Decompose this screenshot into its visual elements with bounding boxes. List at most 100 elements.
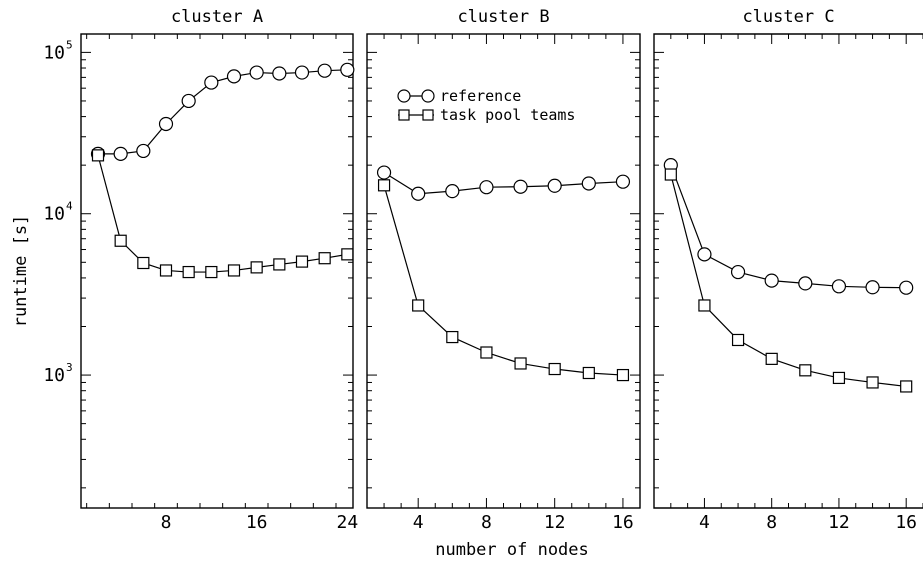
data-point xyxy=(664,168,677,181)
data-point xyxy=(799,364,812,377)
data-point xyxy=(294,65,310,80)
x-tick-label: 8 xyxy=(161,512,172,533)
data-point xyxy=(513,179,528,194)
data-point xyxy=(514,357,527,370)
data-point xyxy=(136,143,151,159)
data-point xyxy=(377,179,391,192)
data-point xyxy=(340,62,355,77)
y-axis-label: runtime [s] xyxy=(11,215,31,328)
data-point xyxy=(181,93,196,109)
data-point xyxy=(318,252,331,265)
y-tick-label-exponent: 4 xyxy=(66,200,73,213)
series-line xyxy=(97,155,348,273)
legend-marker xyxy=(398,109,410,121)
y-tick-label: 10 xyxy=(43,42,65,63)
data-point xyxy=(272,66,287,81)
data-point xyxy=(581,176,596,191)
series-task-pool-teams xyxy=(91,149,354,279)
panel-title: cluster B xyxy=(457,7,549,27)
x-tick-label: 4 xyxy=(413,512,424,533)
series-line xyxy=(98,69,348,155)
panel-title: cluster A xyxy=(171,7,263,27)
data-point xyxy=(698,299,711,312)
series-reference xyxy=(663,158,914,295)
data-point xyxy=(273,258,286,271)
data-point xyxy=(295,255,309,268)
data-point xyxy=(114,234,127,247)
y-tick-label: 10 xyxy=(43,204,65,225)
data-point xyxy=(412,299,425,312)
data-point xyxy=(250,261,263,274)
data-point xyxy=(341,248,354,261)
panel-title: cluster C xyxy=(742,7,834,27)
panel-3: cluster C 4 8 12 16 xyxy=(653,7,923,533)
data-point xyxy=(865,280,880,295)
data-point xyxy=(831,279,847,294)
series-reference xyxy=(90,62,355,161)
data-point xyxy=(899,280,914,295)
data-point xyxy=(226,69,242,84)
y-tick-label: 10 xyxy=(43,365,65,386)
data-point xyxy=(113,146,128,161)
data-point xyxy=(616,368,630,382)
data-point xyxy=(764,273,779,288)
data-point xyxy=(697,247,712,262)
data-point xyxy=(249,65,264,80)
x-tick-label: 24 xyxy=(336,512,358,533)
series-task-pool-teams xyxy=(664,168,913,393)
data-point xyxy=(137,256,150,270)
data-point xyxy=(182,265,195,279)
data-point xyxy=(158,116,174,132)
data-point xyxy=(204,75,219,90)
panel-1: cluster A10 310 410 58 16 24 xyxy=(43,7,358,533)
data-point xyxy=(765,352,778,365)
data-point xyxy=(227,264,241,277)
data-point xyxy=(582,366,595,380)
data-point xyxy=(731,333,745,347)
x-tick-label: 12 xyxy=(828,512,850,533)
x-tick-label: 8 xyxy=(766,512,777,533)
x-tick-label: 16 xyxy=(246,512,268,533)
data-point xyxy=(832,371,846,385)
data-point xyxy=(376,165,392,180)
data-point xyxy=(798,276,813,291)
data-point xyxy=(159,264,173,277)
legend-label: task pool teams xyxy=(440,106,575,124)
data-point xyxy=(205,265,218,279)
x-tick-label: 8 xyxy=(481,512,492,533)
y-tick-label-exponent: 3 xyxy=(66,361,73,374)
data-point xyxy=(445,184,460,199)
legend-label: reference xyxy=(440,87,521,105)
data-point xyxy=(866,376,879,389)
data-point xyxy=(480,346,493,359)
series-task-pool-teams xyxy=(377,179,630,382)
data-point xyxy=(479,180,494,195)
panel-frame xyxy=(80,33,354,509)
data-point xyxy=(91,149,105,162)
x-tick-label: 16 xyxy=(895,512,917,533)
x-axis-label: number of nodes xyxy=(435,540,589,558)
series-line xyxy=(383,185,623,376)
data-point xyxy=(547,178,562,193)
panel-frame xyxy=(653,33,923,509)
data-point xyxy=(411,186,426,201)
series-line xyxy=(670,164,907,289)
legend-marker xyxy=(422,109,434,121)
x-tick-label: 16 xyxy=(612,512,634,533)
data-point xyxy=(730,264,746,280)
x-tick-label: 4 xyxy=(699,512,710,533)
data-point xyxy=(615,174,631,189)
series-reference xyxy=(376,165,631,201)
data-point xyxy=(900,380,913,393)
data-point xyxy=(317,63,332,78)
y-tick-label-exponent: 5 xyxy=(66,38,73,51)
legend-marker xyxy=(397,89,411,103)
legend-marker xyxy=(421,89,435,103)
data-point xyxy=(548,362,561,376)
data-point xyxy=(446,330,459,344)
x-tick-label: 12 xyxy=(544,512,566,533)
